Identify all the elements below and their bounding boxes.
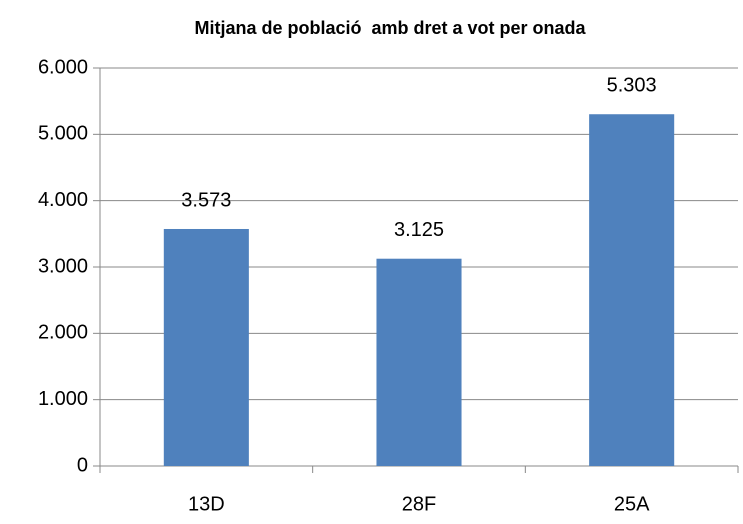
y-tick-label: 3.000	[38, 255, 88, 277]
x-tick-label: 25A	[614, 493, 650, 515]
bar	[589, 114, 675, 466]
bar	[163, 228, 249, 466]
data-label: 5.303	[607, 75, 657, 97]
y-tick-label: 0	[77, 454, 88, 476]
x-tick-label: 13D	[188, 493, 225, 515]
data-label: 3.125	[394, 219, 444, 241]
y-tick-label: 6.000	[38, 56, 88, 78]
y-tick-label: 2.000	[38, 322, 88, 344]
x-tick-label: 28F	[402, 493, 436, 515]
chart-title: Mitjana de població amb dret a vot per o…	[194, 18, 586, 38]
data-label: 3.573	[181, 189, 231, 211]
y-tick-label: 1.000	[38, 388, 88, 410]
y-tick-label: 5.000	[38, 123, 88, 145]
bar	[376, 258, 462, 466]
y-tick-label: 4.000	[38, 189, 88, 211]
